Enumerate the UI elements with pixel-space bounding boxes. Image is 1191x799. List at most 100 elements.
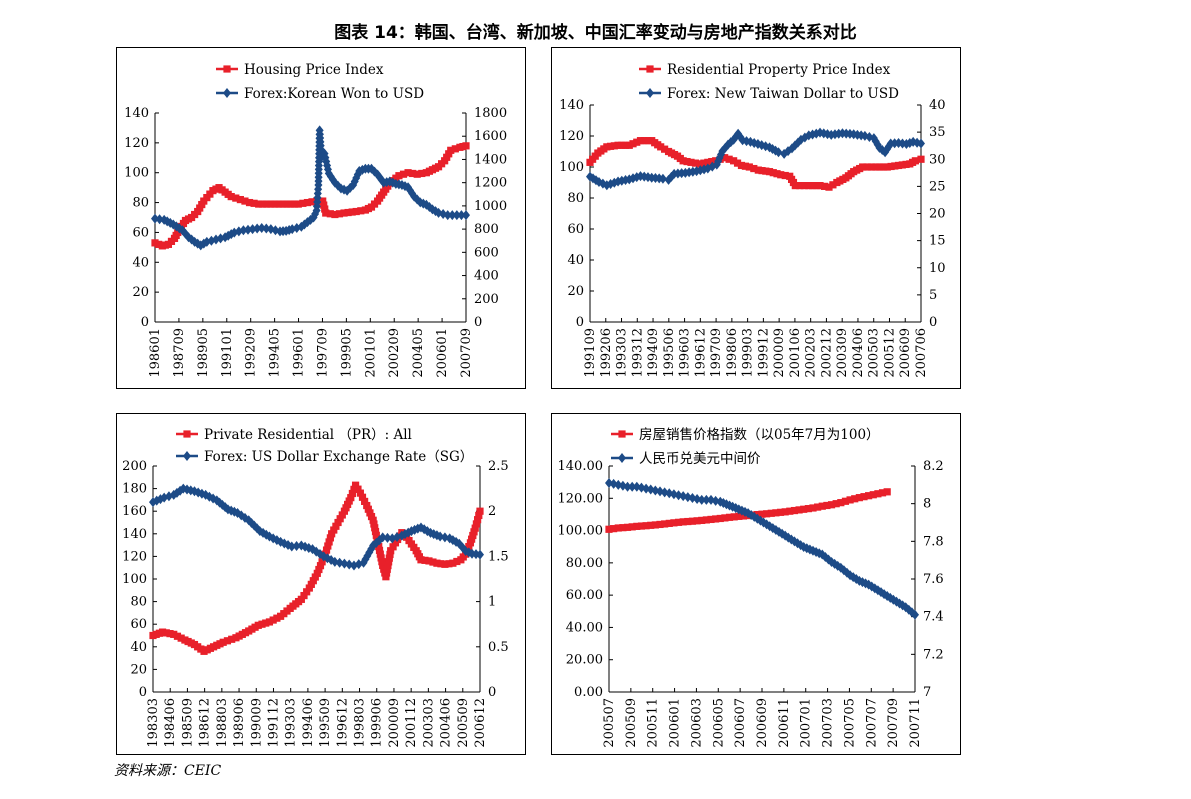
- data-point: [445, 533, 454, 544]
- data-point: [257, 222, 266, 233]
- data-point: [273, 614, 281, 622]
- data-point: [781, 530, 790, 541]
- data-point: [465, 543, 473, 551]
- data-point: [738, 135, 747, 146]
- data-point: [219, 638, 227, 646]
- data-point: [730, 513, 738, 521]
- data-point: [891, 162, 899, 170]
- y-right-tick-label: 15: [929, 234, 946, 249]
- data-point: [236, 195, 244, 204]
- legend-label: Forex: New Taiwan Dollar to USD: [667, 86, 899, 102]
- x-tick-label: 200009: [772, 328, 787, 378]
- data-point: [758, 510, 766, 518]
- data-point: [880, 589, 889, 600]
- data-point: [758, 167, 766, 175]
- data-point: [691, 159, 700, 167]
- data-point: [255, 526, 264, 537]
- data-point: [687, 158, 695, 166]
- data-point: [151, 239, 159, 247]
- x-tick-label: 199303: [615, 328, 630, 378]
- legend-marker: [618, 430, 626, 438]
- data-point: [383, 565, 391, 573]
- data-point: [233, 508, 242, 519]
- x-tick-label: 199612: [693, 328, 708, 378]
- data-point: [385, 558, 393, 566]
- data-point: [271, 200, 279, 208]
- data-point: [404, 169, 412, 177]
- x-tick-label: 200609: [755, 698, 770, 748]
- series-line: [154, 144, 467, 248]
- data-point: [870, 583, 879, 594]
- data-point: [336, 515, 344, 523]
- data-point: [323, 553, 332, 564]
- data-point: [746, 136, 755, 147]
- x-tick-label: 199312: [630, 328, 645, 378]
- data-point: [356, 489, 364, 497]
- data-point: [887, 162, 895, 171]
- data-point: [674, 518, 683, 526]
- x-tick-label: 200603: [689, 698, 704, 748]
- data-point: [603, 143, 611, 151]
- x-tick-label: 199906: [370, 698, 385, 748]
- data-point: [860, 493, 868, 501]
- y-right-tick-label: 30: [929, 152, 946, 167]
- data-point: [221, 502, 230, 513]
- data-point: [719, 498, 728, 509]
- x-tick-label: 200709: [459, 328, 474, 378]
- data-point: [305, 584, 313, 592]
- data-point: [462, 142, 470, 150]
- y-right-tick-label: 25: [929, 179, 946, 194]
- legend-label: Housing Price Index: [244, 62, 384, 78]
- data-point: [155, 214, 164, 225]
- data-point: [197, 488, 206, 499]
- data-point: [879, 163, 888, 171]
- data-point: [795, 506, 803, 514]
- series-blue: [151, 125, 470, 251]
- data-point: [457, 210, 466, 221]
- data-point: [322, 546, 331, 554]
- y-right-tick-label: 7: [923, 685, 931, 700]
- legend-label: 人民币兑美元中间价: [639, 451, 761, 467]
- x-tick-label: 199009: [249, 698, 264, 748]
- chart-panel-taiwan: 0 20 40 60 80 100 120 140 0 5 10 15 20 25 30 35 40 199109…: [551, 47, 961, 389]
- data-point: [651, 521, 659, 529]
- x-tick-label: 199112: [266, 698, 281, 748]
- y-left-tick-label: 40: [567, 253, 584, 268]
- data-point: [759, 517, 768, 528]
- data-point: [369, 516, 377, 524]
- data-point: [318, 558, 326, 566]
- data-point: [894, 161, 903, 170]
- data-point: [849, 572, 858, 583]
- y-left-tick-label: 40: [132, 255, 149, 270]
- x-tick-label: 200705: [842, 698, 857, 748]
- x-tick-label: 199509: [318, 698, 333, 748]
- legend-label: Residential Property Price Index: [667, 62, 891, 78]
- data-point: [452, 210, 461, 221]
- data-point: [750, 137, 759, 148]
- data-point: [741, 162, 750, 170]
- y-left-tick-label: 100: [559, 160, 584, 175]
- data-point: [651, 485, 660, 496]
- data-point: [348, 208, 356, 216]
- y-right-tick-label: 5: [929, 288, 937, 303]
- data-point: [387, 547, 395, 555]
- data-point: [769, 169, 777, 177]
- y-left-tick-label: 60: [567, 222, 584, 237]
- data-point: [693, 517, 701, 525]
- data-point: [326, 534, 334, 542]
- data-point: [773, 170, 781, 178]
- data-point: [894, 137, 903, 148]
- series-red: [151, 142, 470, 250]
- data-point: [351, 481, 360, 489]
- x-tick-label: 200703: [821, 698, 836, 748]
- data-point: [812, 547, 821, 558]
- x-tick-label: 200711: [908, 698, 923, 748]
- x-tick-label: 199209: [244, 328, 259, 378]
- data-point: [308, 198, 316, 206]
- data-point: [799, 541, 808, 552]
- y-right-tick-label: 7.8: [923, 534, 944, 549]
- y-left-tick-label: 40.00: [566, 620, 603, 635]
- data-point: [670, 519, 678, 527]
- data-point: [623, 481, 632, 492]
- data-point: [371, 527, 380, 536]
